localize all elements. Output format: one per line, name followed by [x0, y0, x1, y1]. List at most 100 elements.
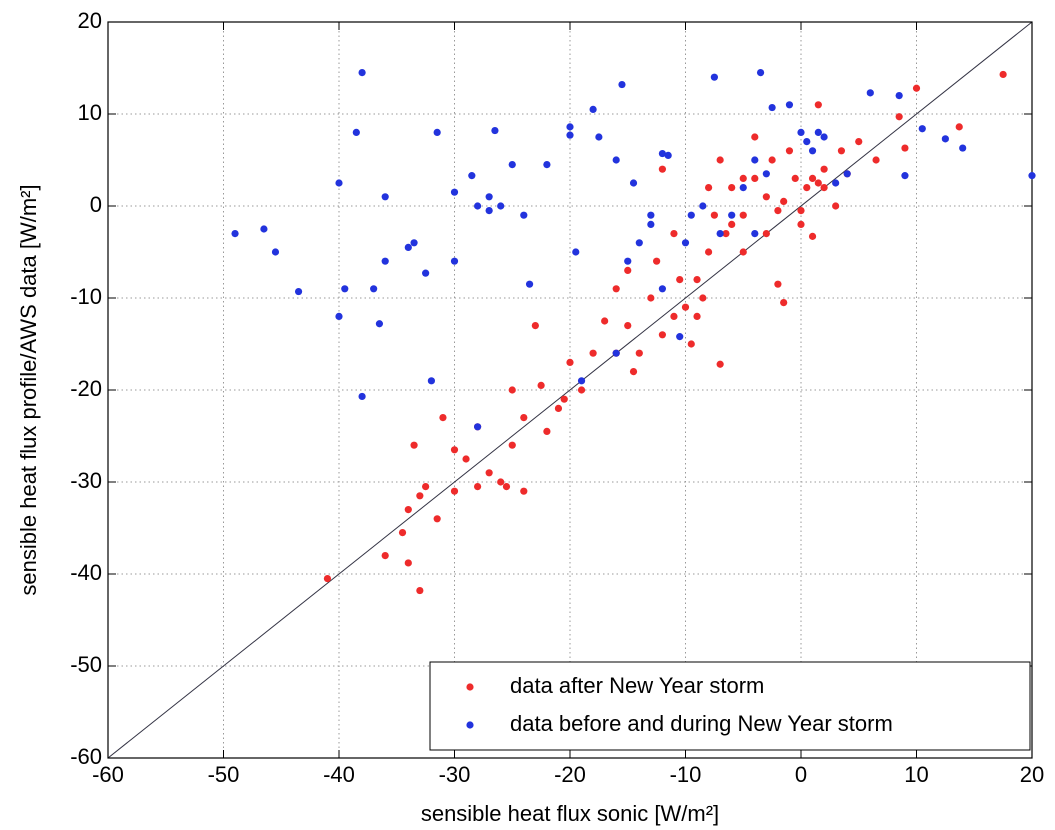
y-tick-label: -20: [70, 376, 102, 401]
point: [739, 174, 747, 182]
point: [676, 333, 684, 341]
point: [658, 149, 667, 158]
y-tick-label: -60: [70, 744, 102, 769]
point: [785, 101, 794, 109]
y-tick-label: 20: [78, 8, 102, 33]
point: [595, 133, 603, 141]
point: [895, 92, 903, 100]
point: [814, 101, 822, 109]
point: [422, 269, 430, 277]
x-tick-label: -40: [323, 762, 355, 787]
point: [693, 312, 701, 320]
point: [502, 483, 511, 491]
point: [670, 230, 678, 238]
point: [710, 211, 718, 219]
point: [497, 478, 505, 486]
point: [739, 248, 747, 256]
point: [658, 331, 667, 339]
point: [832, 202, 840, 210]
point: [768, 103, 776, 112]
point: [866, 89, 874, 97]
point: [941, 135, 949, 143]
point: [912, 84, 921, 92]
point: [589, 349, 597, 357]
point: [918, 125, 926, 133]
point: [531, 322, 539, 330]
point: [751, 133, 759, 141]
point: [901, 144, 909, 152]
point: [999, 70, 1007, 79]
point: [474, 423, 482, 431]
x-tick-label: -20: [554, 762, 586, 787]
point: [543, 427, 551, 435]
point: [474, 202, 482, 210]
point: [780, 197, 788, 205]
reference-line: [107, 21, 1033, 759]
point: [381, 193, 389, 201]
point: [751, 230, 759, 238]
point: [843, 170, 851, 178]
point: [566, 358, 574, 366]
point: [375, 320, 384, 328]
point: [797, 220, 805, 228]
point: [837, 147, 846, 155]
point: [508, 386, 516, 394]
point: [485, 193, 493, 201]
point: [728, 211, 736, 219]
point: [352, 128, 360, 136]
point: [658, 165, 667, 173]
x-tick-label: 0: [795, 762, 807, 787]
point: [525, 280, 534, 288]
point: [791, 174, 799, 182]
point: [439, 414, 447, 422]
point: [450, 487, 459, 495]
point: [537, 381, 545, 389]
point: [491, 126, 499, 135]
point: [814, 128, 822, 136]
point: [468, 172, 476, 180]
y-tick-label: 0: [90, 192, 102, 217]
point: [670, 312, 678, 320]
point: [381, 552, 389, 560]
point: [774, 207, 782, 215]
point: [699, 294, 707, 302]
point: [450, 446, 459, 454]
point: [410, 441, 418, 449]
point: [797, 207, 805, 215]
point: [699, 202, 707, 210]
point: [687, 211, 695, 219]
point: [768, 156, 776, 164]
point: [260, 225, 268, 233]
point: [612, 156, 620, 164]
point: [335, 312, 343, 320]
point: [271, 248, 280, 256]
point: [780, 299, 788, 307]
point: [820, 165, 828, 173]
point: [624, 257, 632, 265]
point: [341, 285, 349, 293]
point: [855, 138, 863, 146]
point: [404, 243, 412, 251]
point: [687, 340, 695, 348]
point: [681, 303, 690, 311]
point: [427, 377, 435, 385]
point: [820, 133, 828, 141]
point: [762, 170, 770, 178]
point: [497, 202, 505, 210]
point: [577, 377, 586, 385]
point: [739, 184, 747, 192]
point: [618, 80, 626, 89]
point: [520, 487, 528, 495]
point: [520, 414, 528, 422]
point: [653, 257, 661, 265]
legend-marker: [466, 683, 474, 691]
point: [647, 211, 655, 219]
x-axis-label: sensible heat flux sonic [W/m²]: [421, 801, 719, 826]
point: [756, 69, 765, 77]
point: [231, 230, 239, 238]
point: [658, 285, 667, 293]
point: [612, 349, 620, 357]
point: [751, 174, 759, 182]
point: [693, 276, 701, 284]
